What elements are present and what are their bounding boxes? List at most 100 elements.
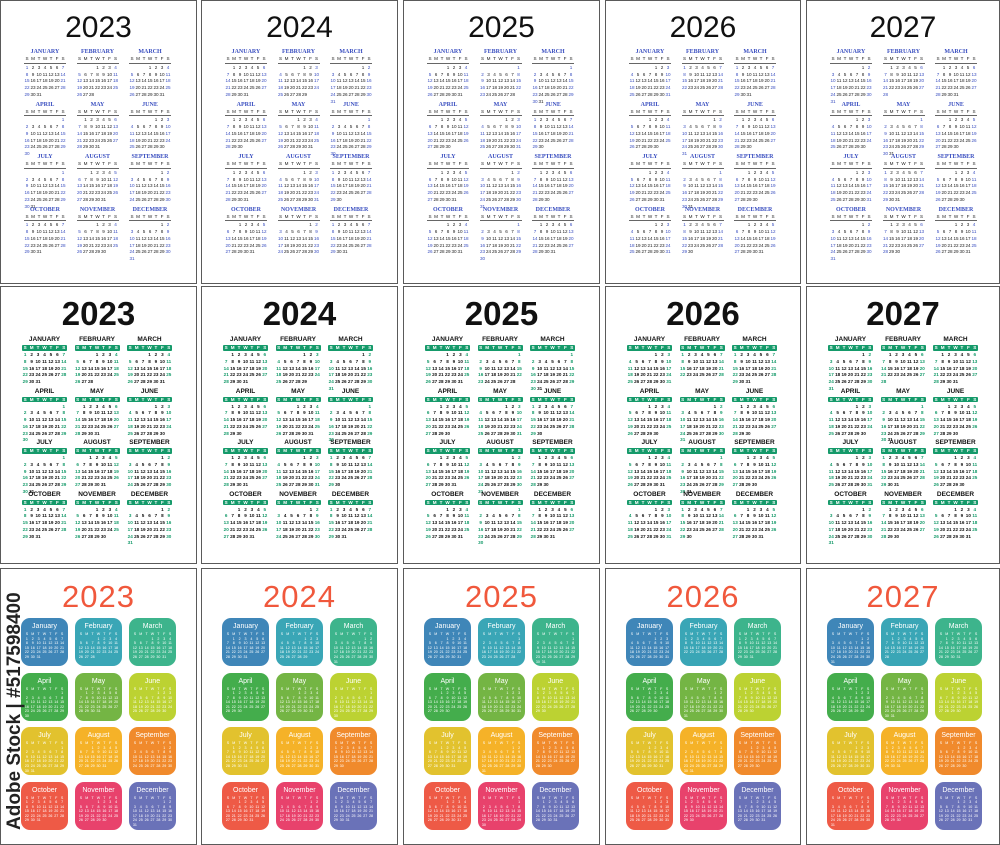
- day-cell: 20: [764, 78, 770, 84]
- day-cell: 30: [22, 437, 28, 443]
- weekday-label: S: [479, 499, 483, 505]
- month-block: MARCH S M T W T F S 1 2 3 4 5 6 7 8 9 10 11 12 13 14 15 16 17 18 1…: [129, 48, 171, 99]
- day-cell: 1: [740, 403, 743, 409]
- day-grid: 1 2 3 4 5 6 7 8 9 10 11 12 13 14 15 16 17 18 19 20 21 22 23 24 2…: [77, 117, 119, 151]
- day-cell: 18: [699, 235, 706, 241]
- day-cell: 1: [920, 117, 923, 123]
- day-cell: 29: [516, 533, 522, 539]
- day-cell: 25: [627, 379, 633, 385]
- day-cell: 2: [654, 403, 658, 409]
- weekday-label: S: [25, 108, 29, 114]
- day-cell: 1: [446, 506, 449, 512]
- day-cell: 19: [255, 183, 261, 189]
- day-cell: 3: [695, 64, 698, 70]
- day-cell: 18: [342, 137, 348, 143]
- day-cell: 1: [505, 117, 508, 123]
- day-cell: 23: [366, 85, 372, 91]
- day-cell: 11: [492, 78, 497, 84]
- day-cell: 2: [517, 169, 520, 175]
- weekday-label: M: [687, 448, 692, 453]
- day-cell: 13: [569, 513, 575, 519]
- day-cell: 10: [866, 124, 872, 130]
- month-block: SEPTEMBER S M T W T F S 1 2 3 4 5 6 7 8 9 10 11 12 13 14 15 16 1…: [127, 439, 172, 489]
- day-cell: 15: [438, 417, 444, 423]
- weekday-label: S: [867, 108, 871, 114]
- day-cell: 17: [680, 423, 686, 429]
- day-cell: 16: [478, 372, 484, 378]
- day-grid: 1 2 3 4 5 6 7 8 9 10 11 12 13 14 15 16 17 18 19 20 21 22 23 24 2…: [427, 170, 469, 204]
- day-cell: 28: [848, 144, 854, 150]
- day-cell: 22: [301, 475, 307, 481]
- day-grid: 1 2 3 4 5 6 7 8 9 10 11 12 13 14 15 16 17 18 19 20 21 22 23 24 2…: [278, 170, 320, 204]
- day-cell: 4: [972, 222, 976, 228]
- day-cell: 20: [425, 475, 431, 481]
- day-cell: 28: [947, 249, 953, 255]
- day-cell: 3: [244, 117, 248, 123]
- day-grid: 1 2 3 4 5 6 7 8 9 10 11 12 13 14 15 16 17 18 19 20 21 22 23 24 2…: [278, 117, 320, 151]
- day-cell: 18: [134, 526, 140, 532]
- day-cell: 26: [497, 379, 503, 385]
- day-cell: 20: [427, 190, 433, 196]
- day-cell: 23: [860, 190, 866, 196]
- day-cell: 2: [753, 506, 756, 512]
- day-cell: 19: [758, 365, 764, 371]
- day-cell: 8: [231, 358, 234, 364]
- day-cell: 14: [641, 130, 647, 136]
- day-cell: 15: [734, 78, 740, 84]
- day-cell: 26: [699, 482, 705, 488]
- month-name: JULY: [37, 154, 53, 160]
- day-cell: 20: [223, 526, 229, 532]
- day-cell: 25: [41, 526, 48, 532]
- day-cell: 31: [515, 144, 522, 150]
- month-block: MARCH S M T W T F S 1 2 3 4 5 6 7 8 9 10 11 12 13 14 15 16 17 18 1…: [127, 336, 172, 386]
- day-cell: 19: [48, 235, 54, 241]
- day-cell: 11: [249, 410, 255, 416]
- day-cell: 21: [153, 190, 159, 196]
- day-cell: 30: [740, 91, 746, 97]
- day-cell: 12: [282, 468, 288, 474]
- day-cell: 17: [665, 235, 671, 241]
- day-cell: 6: [642, 229, 646, 235]
- day-grid: 1 2 3 4 5 6 7 8 9 10 11 12 13 14 15 16 17 18 19 20 21 22 23 24 2…: [682, 222, 724, 256]
- day-cell: 19: [112, 183, 119, 189]
- day-cell: 25: [699, 85, 706, 91]
- weekday-label: T: [238, 108, 242, 114]
- day-cell: 11: [113, 229, 118, 235]
- day-cell: 16: [22, 475, 28, 481]
- day-cell: 3: [452, 117, 456, 123]
- day-cell: 29: [445, 91, 451, 97]
- day-cell: 29: [732, 379, 738, 385]
- day-cell: 26: [841, 379, 847, 385]
- day-cell: 6: [707, 461, 710, 467]
- day-cell: 1: [446, 64, 450, 70]
- weekday-label: T: [842, 396, 846, 402]
- weekday-label: T: [747, 213, 751, 219]
- day-cell: 6: [735, 229, 739, 235]
- day-cell: 13: [503, 520, 509, 526]
- day-cell: 5: [355, 169, 359, 175]
- day-cell: 25: [665, 190, 671, 196]
- weekday-label: S: [972, 161, 976, 166]
- day-cell: 7: [303, 229, 306, 235]
- day-cell: 15: [711, 130, 718, 136]
- weekday-label: S: [224, 396, 228, 402]
- day-cell: 17: [752, 130, 758, 136]
- day-cell: 12: [634, 365, 640, 371]
- day-cell: 20: [842, 137, 848, 143]
- day-cell: 6: [973, 352, 977, 357]
- day-cell: 2: [689, 222, 692, 228]
- day-cell: 8: [23, 358, 27, 364]
- day-cell: 2: [166, 222, 170, 228]
- day-cell: 10: [342, 176, 348, 182]
- day-cell: 16: [367, 365, 373, 371]
- day-cell: 7: [433, 410, 436, 416]
- day-cell: 7: [226, 124, 230, 130]
- day-cell: 21: [532, 190, 538, 196]
- day-cell: 12: [771, 461, 777, 467]
- day-cell: 13: [847, 365, 854, 371]
- day-cell: 23: [516, 475, 522, 481]
- weekday-label: T: [439, 396, 443, 402]
- weekday-label: T: [37, 56, 41, 61]
- day-cell: 22: [159, 475, 165, 481]
- day-cell: 29: [367, 430, 373, 436]
